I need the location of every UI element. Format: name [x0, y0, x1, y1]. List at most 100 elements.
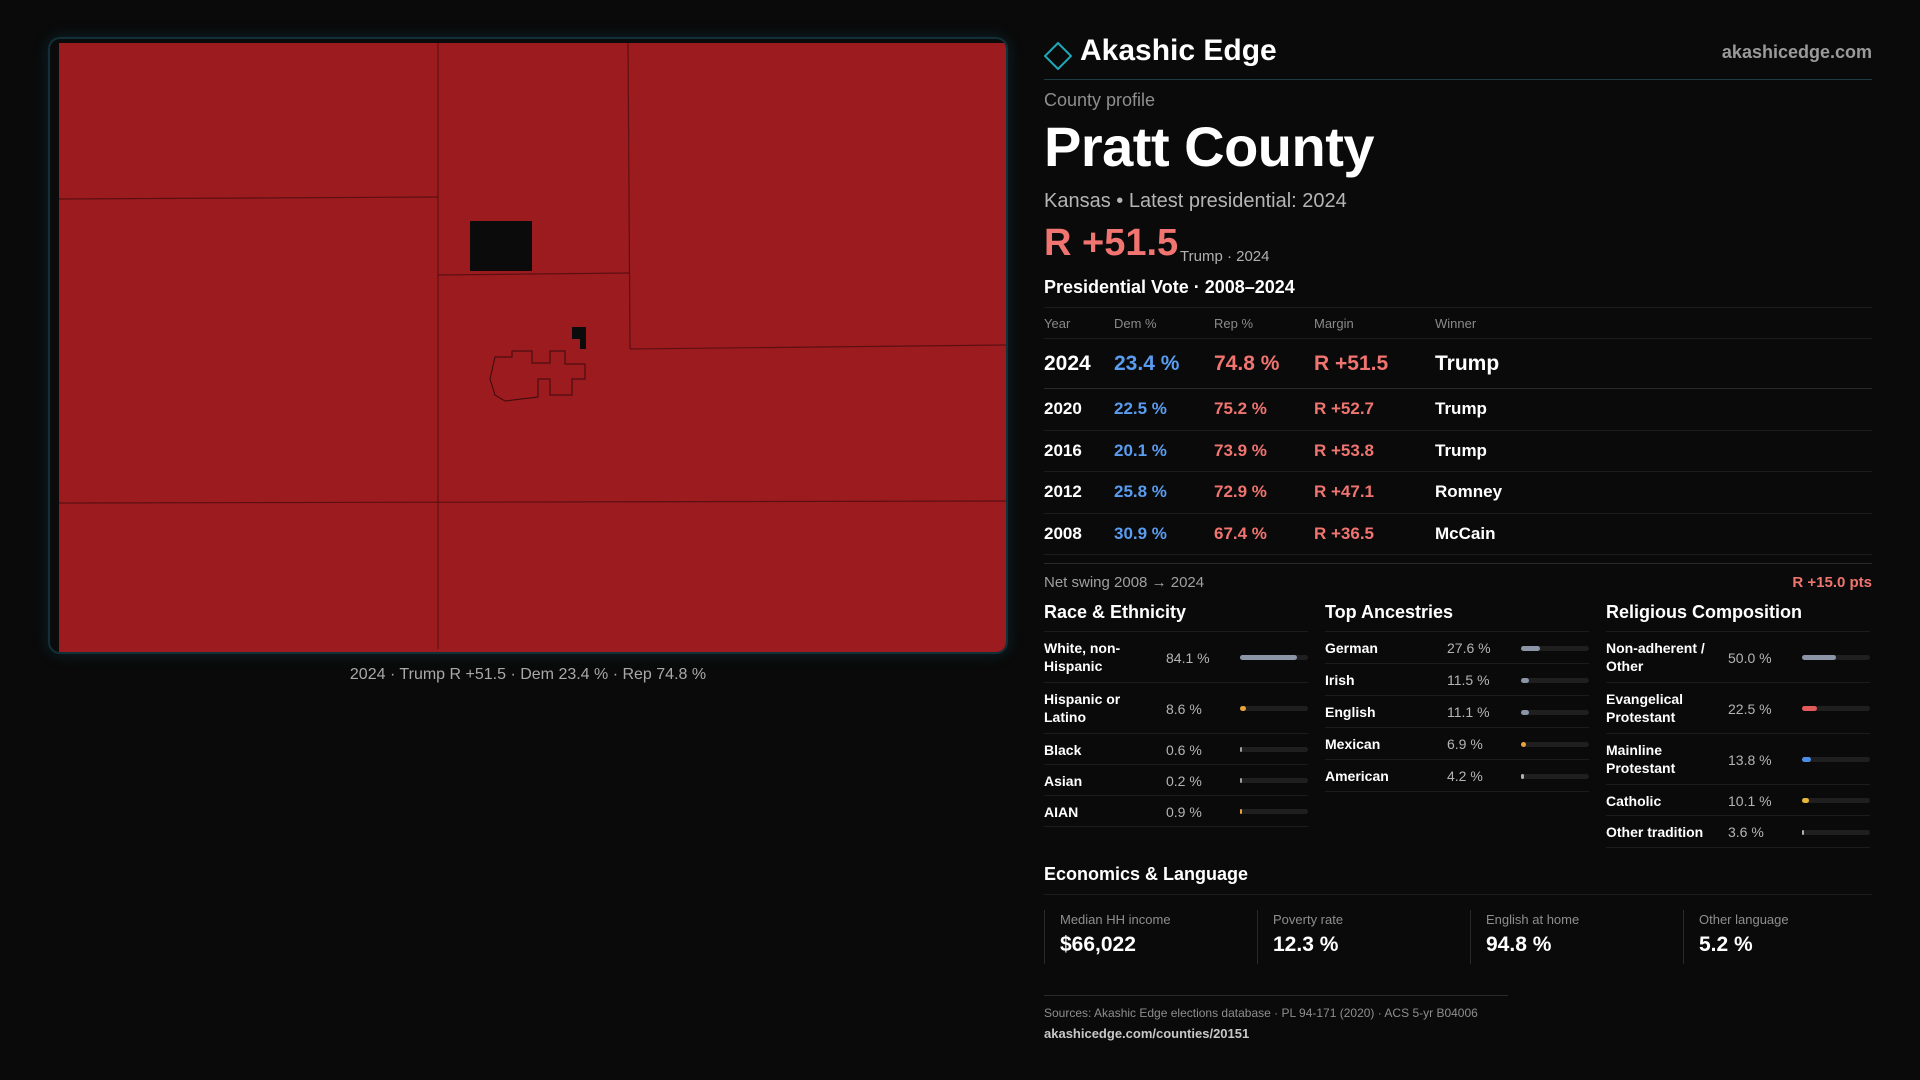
cell-rep: 72.9 % [1214, 482, 1267, 502]
stat-row: Asian 0.2 % [1044, 765, 1308, 796]
headline-margin: R +51.5 [1044, 222, 1179, 264]
nodata-block-small [572, 327, 586, 339]
precinct-boundaries [58, 42, 1006, 649]
divider [1044, 995, 1508, 996]
table-row: 2020 22.5 % 75.2 % R +52.7 Trump [1044, 389, 1872, 431]
col-margin: Margin [1314, 315, 1354, 331]
stat-other-language: Other language 5.2 % [1683, 910, 1879, 964]
stat-value: 12.3 % [1273, 933, 1339, 956]
cell-dem: 22.5 % [1114, 399, 1167, 419]
stat-row: Irish 11.5 % [1325, 664, 1589, 696]
stat-row: American 4.2 % [1325, 760, 1589, 792]
stat-bar-track [1802, 706, 1870, 711]
stat-bar-fill [1240, 778, 1242, 783]
stat-label: Poverty rate [1273, 912, 1344, 927]
stat-row-label: AIAN [1044, 803, 1079, 820]
brand-name: Akashic Edge [1080, 34, 1277, 67]
col-rep: Rep % [1214, 315, 1254, 331]
stat-bar-track [1240, 747, 1308, 752]
cell-margin: R +47.1 [1314, 482, 1375, 502]
stat-row-label: English [1325, 704, 1376, 720]
brand-url-link[interactable]: akashicedge.com [1721, 42, 1872, 62]
cell-rep: 67.4 % [1214, 523, 1267, 543]
map-caption: 2024 · Trump R +51.5 · Dem 23.4 % · Rep … [349, 666, 707, 683]
stat-english-at-home: English at home 94.8 % [1470, 910, 1666, 964]
cell-margin: R +53.8 [1314, 440, 1375, 460]
stat-row-label: Other tradition [1606, 824, 1704, 840]
stat-row-label: Evangelical Protestant [1606, 691, 1684, 725]
cell-dem: 20.1 % [1114, 440, 1167, 460]
stat-row: White, non-Hispanic 84.1 % [1044, 632, 1308, 683]
cell-rep: 75.2 % [1214, 399, 1267, 419]
cell-rep: 73.9 % [1214, 440, 1267, 460]
stat-row-value: 10.1 % [1728, 792, 1772, 809]
stat-row-value: 0.6 % [1166, 741, 1202, 758]
cell-year: 2024 [1044, 351, 1091, 375]
stat-row-value: 84.1 % [1166, 649, 1210, 666]
diamond-logo-icon [1044, 42, 1072, 70]
stat-bar-fill [1240, 747, 1242, 752]
stat-row: Hispanic or Latino 8.6 % [1044, 683, 1308, 734]
stat-row-label: Catholic [1606, 792, 1662, 809]
stat-bar-fill [1521, 677, 1529, 683]
sources-text: Sources: Akashic Edge elections database… [1044, 1006, 1478, 1020]
stat-row-label: Mainline Protestant [1606, 742, 1676, 776]
stat-bar-fill [1240, 655, 1298, 660]
stat-row-value: 13.8 % [1728, 751, 1772, 768]
stat-bar-track [1521, 677, 1589, 683]
stat-bar-fill [1240, 809, 1242, 814]
stat-bar-track [1240, 706, 1308, 711]
stat-row: Non-adherent / Other 50.0 % [1606, 632, 1870, 683]
headline-note: Trump · 2024 [1180, 248, 1270, 265]
stat-row-value: 4.2 % [1447, 768, 1483, 784]
stat-bar-track [1240, 655, 1308, 660]
stat-row-label: German [1325, 640, 1378, 656]
county-map[interactable] [48, 37, 1008, 654]
table-row: 2012 25.8 % 72.9 % R +47.1 Romney [1044, 472, 1872, 514]
ancestries-panel: Top Ancestries German 27.6 % Irish 11.5 % En… [1325, 602, 1589, 792]
cell-margin: R +52.7 [1314, 399, 1375, 419]
divider [1044, 894, 1872, 895]
religion-panel: Religious Composition Non-adherent / Oth… [1606, 602, 1870, 848]
cell-winner: Trump [1435, 399, 1487, 419]
city-outline [489, 350, 586, 402]
stat-poverty-rate: Poverty rate 12.3 % [1257, 910, 1453, 964]
stat-row-label: Non-adherent / Other [1606, 640, 1705, 674]
stat-bar-fill [1521, 741, 1526, 747]
ancestries-title: Top Ancestries [1325, 602, 1589, 632]
stat-bar-track [1240, 778, 1308, 783]
net-swing-row: Net swing 2008 → 2024 R +15.0 pts [1044, 563, 1872, 599]
stat-row-value: 3.6 % [1728, 824, 1764, 840]
stat-row-value: 22.5 % [1728, 700, 1772, 717]
cell-rep: 74.8 % [1214, 351, 1280, 375]
stat-row-label: Irish [1325, 672, 1355, 688]
stat-row: Mexican 6.9 % [1325, 728, 1589, 760]
table-row: 2024 23.4 % 74.8 % R +51.5 Trump [1044, 339, 1872, 389]
stat-label: Median HH income [1060, 912, 1171, 927]
stat-row: Evangelical Protestant 22.5 % [1606, 683, 1870, 734]
stat-row-value: 0.2 % [1166, 772, 1202, 789]
nodata-block-tiny [580, 339, 586, 349]
stat-bar-track [1521, 645, 1589, 651]
col-dem: Dem % [1114, 315, 1157, 331]
vote-section-title: Presidential Vote · 2008–2024 [1044, 277, 1295, 297]
cell-year: 2008 [1044, 523, 1082, 543]
stat-row-value: 27.6 % [1447, 640, 1491, 656]
stat-row-label: Black [1044, 741, 1082, 758]
county-subtitle: Kansas • Latest presidential: 2024 [1044, 190, 1347, 212]
race-title: Race & Ethnicity [1044, 602, 1308, 632]
stat-bar-fill [1802, 829, 1805, 835]
stat-bar-track [1521, 709, 1589, 715]
stat-row-value: 8.6 % [1166, 700, 1202, 717]
stat-row-label: Mexican [1325, 736, 1381, 752]
stat-bar-track [1802, 655, 1870, 660]
stat-bar-track [1521, 741, 1589, 747]
stat-label: Other language [1699, 912, 1789, 927]
county-fill [59, 43, 1006, 652]
sources-url-link[interactable]: akashicedge.com/counties/20151 [1044, 1026, 1250, 1041]
stat-row-label: Asian [1044, 772, 1083, 789]
religion-title: Religious Composition [1606, 602, 1870, 632]
cell-year: 2016 [1044, 440, 1082, 460]
net-swing-label: Net swing 2008 → 2024 [1044, 574, 1205, 591]
stat-bar-track [1802, 829, 1870, 835]
